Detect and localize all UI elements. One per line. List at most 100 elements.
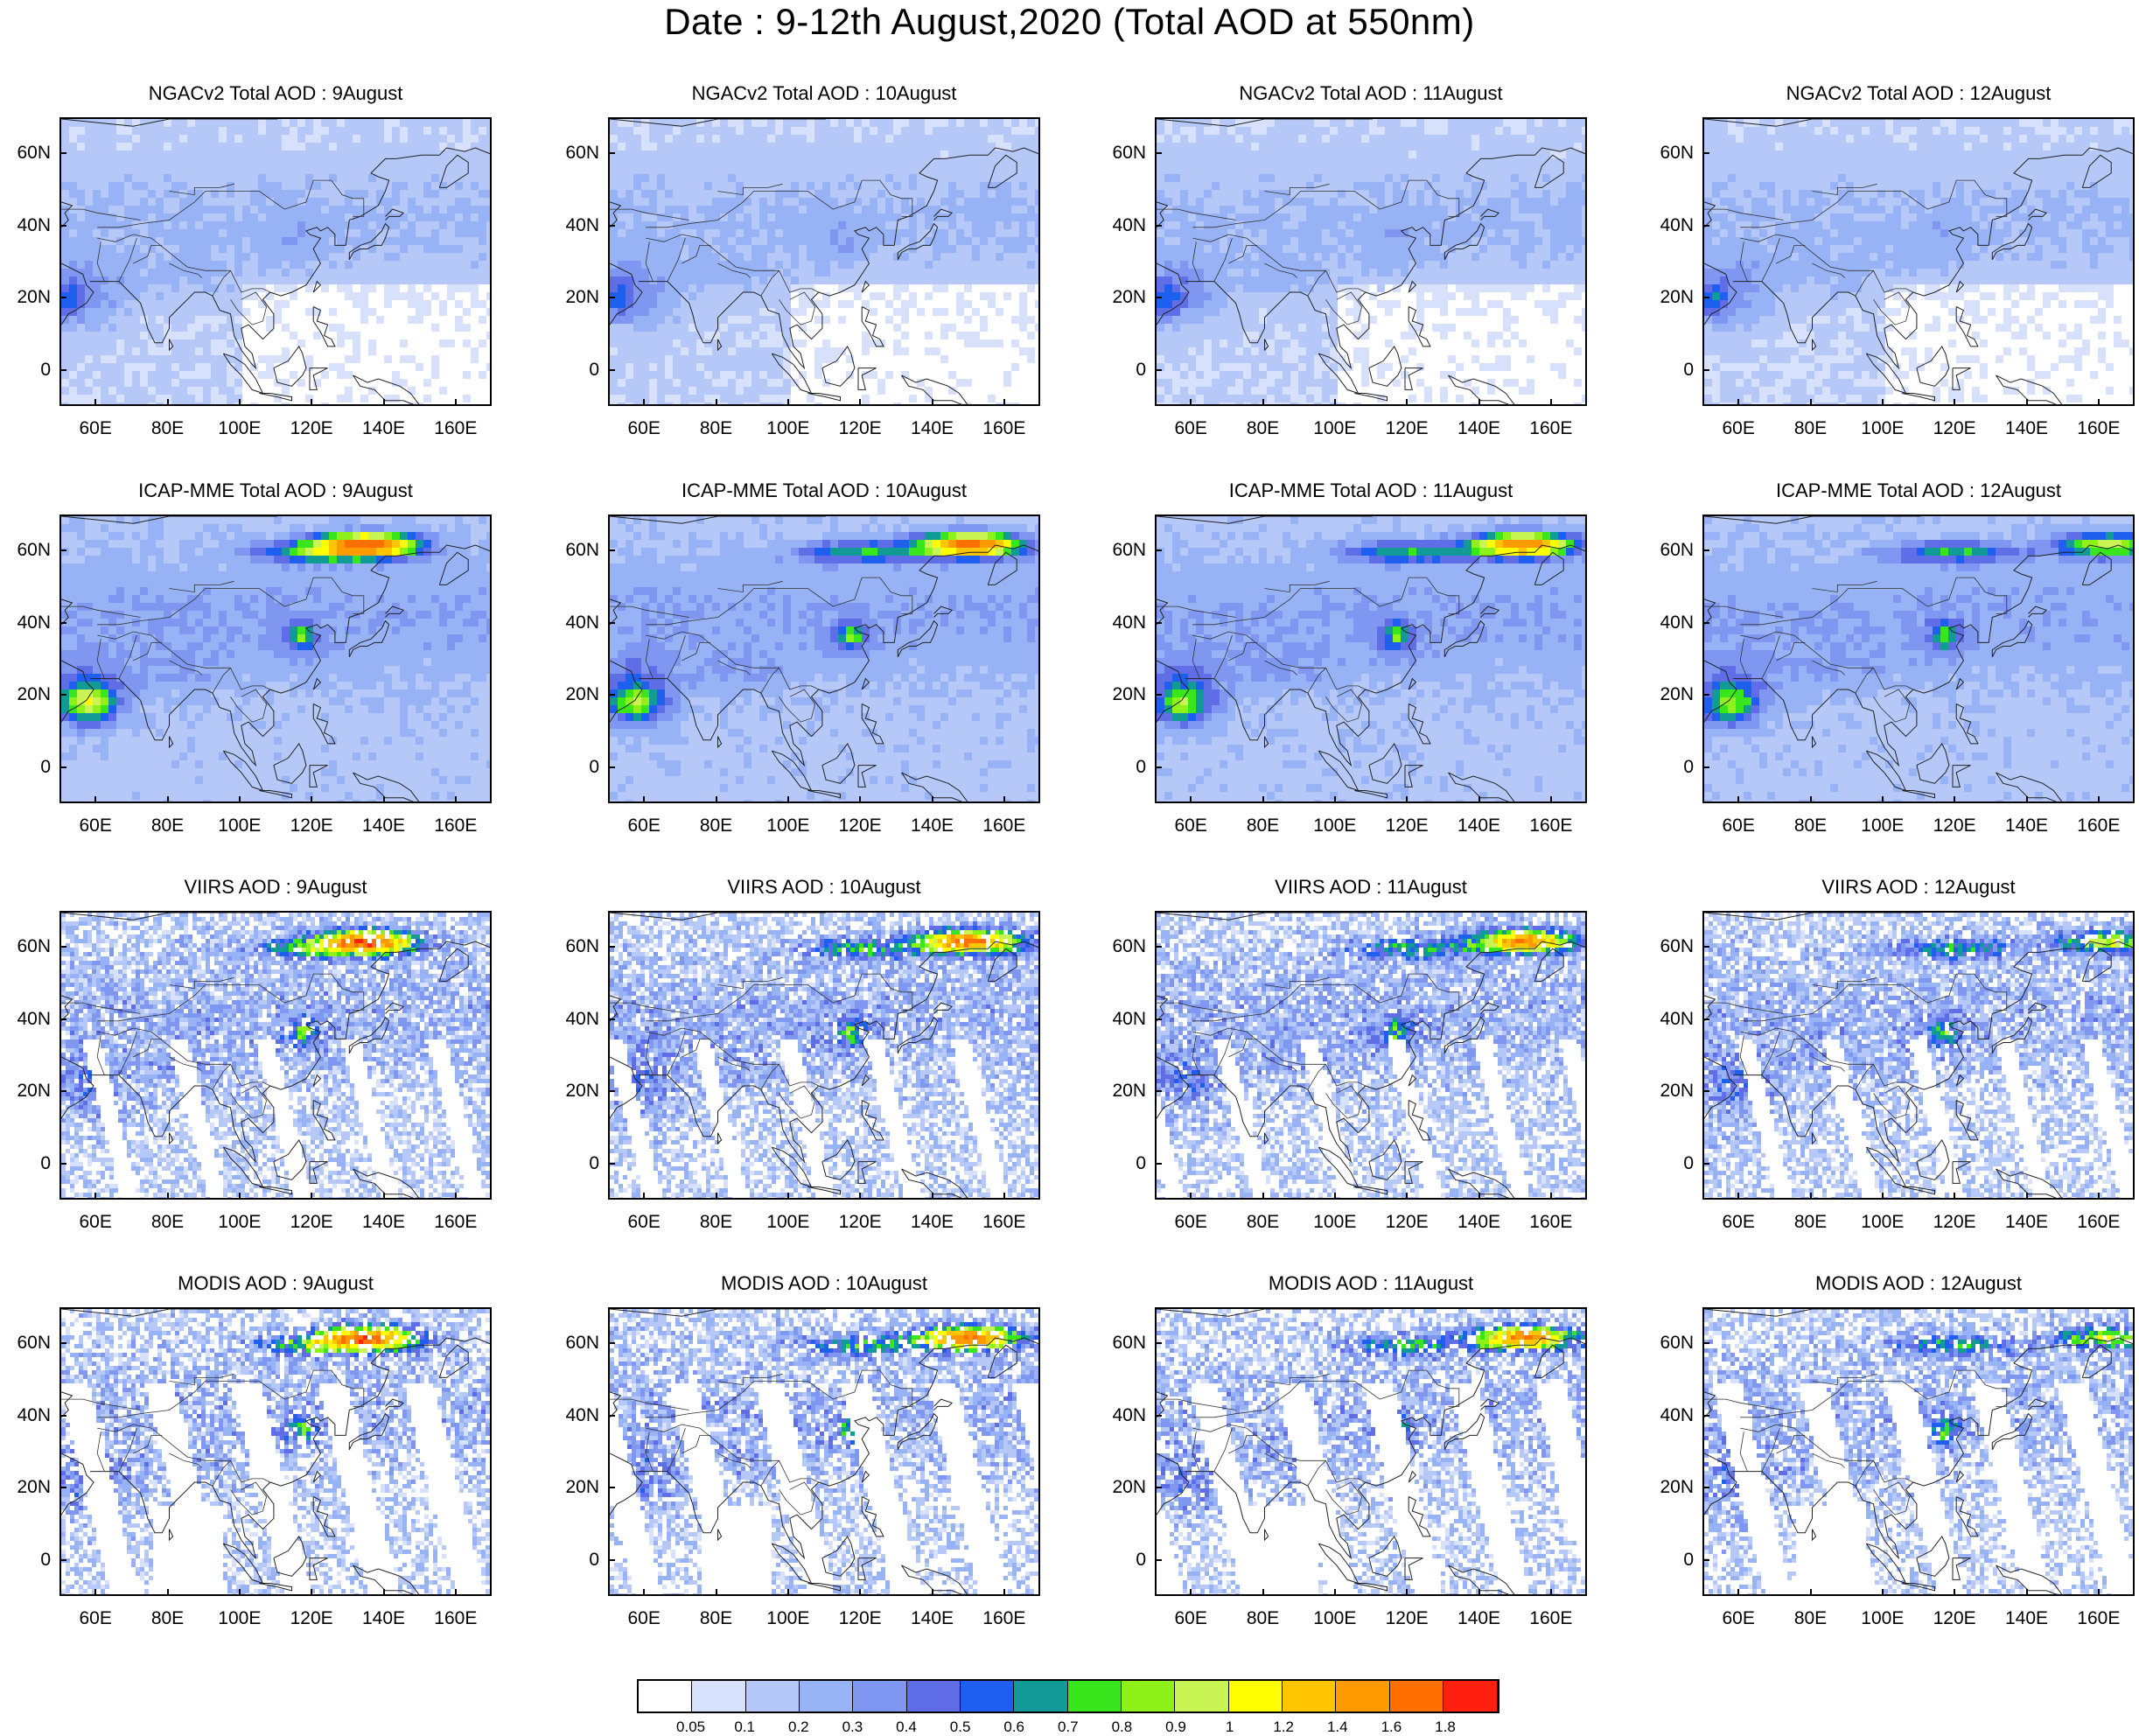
lat-tick-label: 60N [547, 540, 599, 561]
colorbar-swatch [907, 1681, 961, 1712]
lon-tick [1810, 796, 1812, 803]
colorbar-label: 1.2 [1262, 1718, 1305, 1736]
lat-tick-label: 40N [547, 215, 599, 236]
lon-tick [1406, 1589, 1408, 1596]
lat-tick-label: 60N [1641, 540, 1694, 561]
lon-tick [932, 1193, 933, 1200]
lon-tick-label: 160E [421, 1608, 491, 1629]
lon-tick-label: 140E [898, 1212, 968, 1233]
lon-tick [1882, 1193, 1884, 1200]
lon-tick-label: 140E [1992, 418, 2062, 439]
colorbar-label: 0.9 [1154, 1718, 1198, 1736]
lon-tick [1003, 1193, 1005, 1200]
lon-tick-label: 60E [60, 816, 130, 836]
lon-tick-label: 60E [1703, 1608, 1773, 1629]
lat-tick-label: 60N [1094, 143, 1146, 164]
lon-tick-label: 140E [349, 816, 419, 836]
lat-tick-label: 40N [547, 1009, 599, 1030]
lon-tick [167, 399, 169, 406]
lon-tick [787, 1589, 789, 1596]
lon-tick [1954, 796, 1955, 803]
lat-tick [59, 1163, 66, 1165]
lon-tick-label: 100E [205, 1212, 275, 1233]
lon-tick-label: 160E [1516, 1608, 1586, 1629]
lat-tick [1155, 1559, 1162, 1561]
colorbar-label: 0.4 [884, 1718, 928, 1736]
lat-tick [1702, 550, 1709, 551]
lon-tick [2098, 796, 2100, 803]
lat-tick [1155, 1415, 1162, 1417]
lat-tick [1155, 1090, 1162, 1092]
lat-tick [59, 550, 66, 551]
lon-tick-label: 80E [133, 418, 203, 439]
lon-tick-label: 60E [60, 418, 130, 439]
colorbar-label: 0.2 [777, 1718, 821, 1736]
lat-tick-label: 40N [1094, 612, 1146, 634]
colorbar-swatch [1068, 1681, 1122, 1712]
lon-tick-label: 160E [969, 1608, 1039, 1629]
lat-tick-label: 20N [1641, 684, 1694, 705]
lat-tick [1155, 297, 1162, 298]
lat-tick-label: 60N [1094, 1333, 1146, 1354]
lon-tick-label: 80E [1228, 816, 1298, 836]
lon-tick [1190, 1193, 1192, 1200]
aod-map [608, 1307, 1040, 1596]
lon-tick [239, 399, 241, 406]
lat-tick-label: 40N [1641, 1009, 1694, 1030]
lat-tick-label: 20N [1094, 1477, 1146, 1498]
lon-tick [239, 796, 241, 803]
colorbar-label: 1.4 [1316, 1718, 1360, 1736]
lat-tick [1702, 1342, 1709, 1344]
lat-tick [608, 1342, 615, 1344]
lon-tick-label: 120E [276, 1608, 346, 1629]
lat-tick-label: 20N [547, 1477, 599, 1498]
lon-tick-label: 160E [969, 816, 1039, 836]
lon-tick-label: 60E [1156, 1608, 1226, 1629]
aod-map [59, 911, 492, 1200]
panel-title: ICAP-MME Total AOD : 9August [24, 480, 527, 502]
aod-map [1155, 911, 1587, 1200]
lon-tick-label: 80E [133, 1212, 203, 1233]
lat-tick-label: 20N [547, 684, 599, 705]
lon-tick-label: 160E [969, 1212, 1039, 1233]
lon-tick [311, 796, 312, 803]
lon-tick [787, 1193, 789, 1200]
lon-tick [643, 399, 645, 406]
lon-tick [643, 796, 645, 803]
lat-tick [608, 622, 615, 624]
lon-tick-label: 60E [60, 1608, 130, 1629]
lon-tick [1550, 1589, 1552, 1596]
colorbar-swatch [746, 1681, 800, 1712]
aod-map [59, 117, 492, 406]
lat-tick [1702, 369, 1709, 371]
panel-title: MODIS AOD : 12August [1667, 1272, 2139, 1295]
aod-map [1702, 911, 2135, 1200]
lon-tick-label: 100E [1848, 816, 1918, 836]
lon-tick-label: 100E [1848, 418, 1918, 439]
colorbar-swatch [800, 1681, 853, 1712]
colorbar-label: 0.5 [939, 1718, 982, 1736]
colorbar-label: 1.8 [1423, 1718, 1467, 1736]
lon-tick-label: 60E [1703, 816, 1773, 836]
lon-tick-label: 140E [1444, 1608, 1514, 1629]
aod-map [608, 514, 1040, 803]
lat-tick [1702, 1487, 1709, 1488]
lon-tick [1737, 1193, 1739, 1200]
lon-tick [1478, 1193, 1480, 1200]
lon-tick [1954, 1193, 1955, 1200]
lon-tick-label: 60E [609, 418, 679, 439]
panel-title: VIIRS AOD : 9August [24, 876, 527, 899]
lon-tick-label: 120E [825, 1608, 895, 1629]
panel-title: MODIS AOD : 10August [573, 1272, 1075, 1295]
lat-tick-label: 40N [0, 215, 51, 236]
lat-tick-label: 20N [1094, 287, 1146, 308]
lon-tick-label: 80E [1228, 1608, 1298, 1629]
lat-tick [608, 1163, 615, 1165]
lon-tick [1954, 399, 1955, 406]
lon-tick [1003, 1589, 1005, 1596]
lon-tick [716, 796, 717, 803]
lon-tick [1882, 796, 1884, 803]
lon-tick-label: 160E [2064, 816, 2134, 836]
lat-tick [1155, 550, 1162, 551]
lon-tick-label: 60E [1703, 1212, 1773, 1233]
